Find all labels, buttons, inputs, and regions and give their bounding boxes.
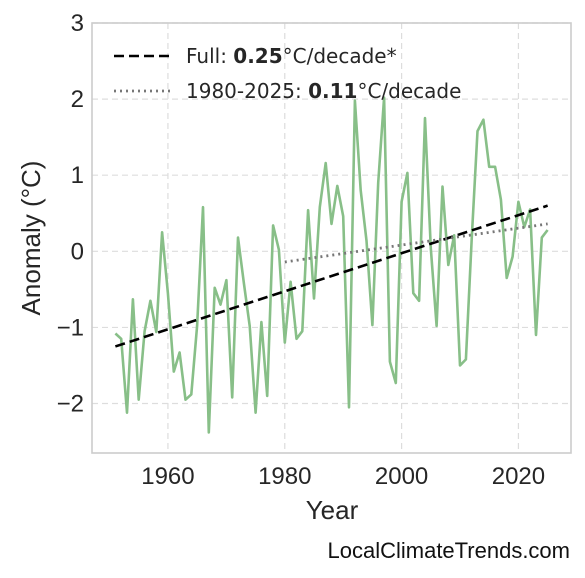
legend-full-trend-label: Full: 0.25°C/decade*: [186, 44, 397, 68]
x-tick-label: 2000: [375, 463, 428, 490]
data-series: [114, 96, 549, 434]
y-tick-label: −1: [57, 314, 84, 341]
y-tick-label: 2: [71, 86, 84, 113]
legend-recent-trend-label: 1980-2025: 0.11°C/decade: [186, 79, 461, 103]
x-tick-labels: 1960 1980 2000 2020: [141, 463, 545, 490]
y-tick-labels: −2 −1 0 1 2 3: [57, 10, 84, 418]
x-tick-label: 2020: [492, 463, 545, 490]
y-tick-label: −2: [57, 391, 84, 418]
y-tick-label: 3: [71, 10, 84, 37]
y-tick-label: 0: [71, 238, 84, 265]
plot-frame: [91, 22, 572, 454]
anomaly-series-line: [114, 96, 549, 434]
trend-lines: [114, 204, 549, 348]
y-axis-label: Anomaly (°C): [16, 161, 46, 316]
x-axis-label: Year: [306, 495, 359, 525]
x-tick-label: 1980: [258, 463, 311, 490]
y-tick-label: 1: [71, 162, 84, 189]
x-tick-label: 1960: [141, 463, 194, 490]
watermark-text: LocalClimateTrends.com: [328, 538, 571, 563]
full-trend-line: [114, 204, 549, 348]
legend: Full: 0.25°C/decade* 1980-2025: 0.11°C/d…: [114, 44, 461, 103]
recent-trend-line: [284, 222, 548, 264]
